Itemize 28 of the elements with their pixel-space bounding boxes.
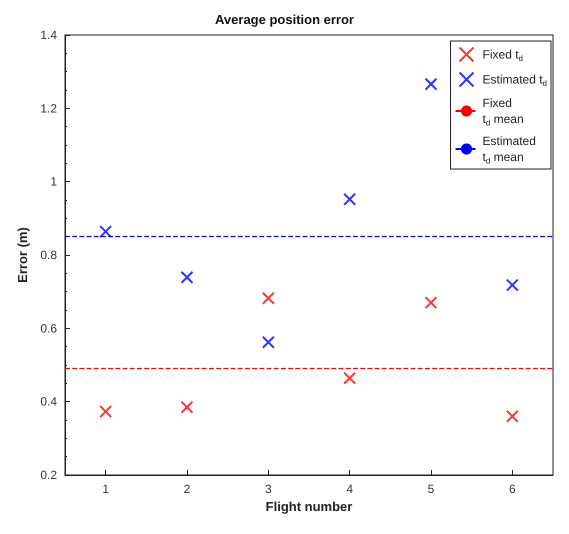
x-tick-label: 5 xyxy=(428,482,435,496)
point xyxy=(424,296,438,310)
point xyxy=(180,400,194,414)
x-axis-title: Flight number xyxy=(266,498,352,514)
x-tick-label: 4 xyxy=(346,482,354,496)
point xyxy=(343,192,356,206)
x-tick-label: 1 xyxy=(102,482,110,496)
point xyxy=(506,410,519,423)
y-tick-label: 1.2 xyxy=(40,101,58,116)
x-tick-label: 3 xyxy=(264,482,272,496)
x-tick-label: 6 xyxy=(508,482,516,496)
y-tick-label: 0.4 xyxy=(40,394,58,409)
y-tick-label: 0.6 xyxy=(40,321,58,336)
point xyxy=(180,270,194,284)
point xyxy=(424,78,438,91)
point xyxy=(343,372,356,385)
y-axis-title: Error (m) xyxy=(15,227,30,283)
chart-title: Average position error xyxy=(215,12,354,27)
point xyxy=(262,292,275,305)
point xyxy=(99,225,112,238)
y-tick-label: 1 xyxy=(50,174,58,189)
point xyxy=(506,278,519,292)
y-tick-label: 1.4 xyxy=(40,28,58,42)
y-tick-label: 0.2 xyxy=(40,468,58,482)
y-tick-label: 0.8 xyxy=(40,248,58,262)
point xyxy=(99,405,112,418)
point xyxy=(262,336,275,349)
x-tick-label: 2 xyxy=(184,482,191,496)
